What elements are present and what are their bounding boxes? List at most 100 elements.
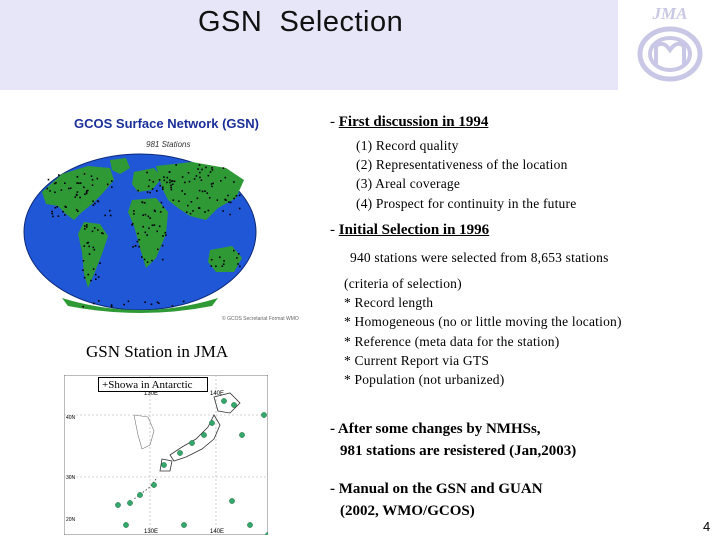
station-dot [215, 265, 217, 268]
station-dot [144, 301, 146, 303]
land-north-america [42, 166, 114, 220]
station-dot [64, 205, 66, 208]
jma-station-dot [123, 522, 129, 528]
station-dot [193, 178, 196, 180]
station-dot [133, 213, 135, 215]
manual-line2: (2002, WMO/GCOS) [340, 503, 475, 519]
station-dot [158, 179, 161, 181]
station-dot [91, 179, 94, 181]
station-dot [144, 202, 146, 204]
jma-station-dots [115, 398, 268, 535]
lat-label-30: 30N [66, 475, 76, 481]
station-dot [101, 232, 103, 234]
station-dot [211, 185, 213, 188]
station-dot [235, 195, 238, 197]
station-dot [208, 197, 211, 199]
station-dot [161, 258, 164, 261]
station-dot [91, 230, 94, 233]
station-dot [97, 229, 99, 231]
station-dot [228, 201, 230, 203]
station-dot [162, 188, 164, 190]
station-dot [224, 176, 227, 179]
station-dot [187, 172, 190, 174]
station-dot [204, 211, 206, 213]
station-dot [64, 182, 66, 184]
criteria-5: * Current Report via GTS [344, 353, 490, 368]
station-dot [99, 262, 101, 264]
station-dot [192, 210, 194, 212]
station-dot [147, 185, 150, 188]
land-greenland [110, 158, 130, 174]
jma-station-dot [181, 522, 187, 528]
station-dot [216, 199, 219, 201]
station-dot [82, 269, 84, 271]
station-dot [222, 167, 225, 169]
station-dot [102, 232, 104, 235]
page-number: 4 [703, 519, 711, 534]
station-dot [87, 189, 89, 192]
station-dot [210, 258, 213, 261]
station-dot [237, 263, 239, 265]
first-item-1: (1) Record quality [356, 138, 459, 153]
station-dot [185, 211, 188, 213]
after-changes-line2: 981 stations are resistered (Jan,2003) [340, 443, 577, 459]
station-dot [238, 194, 241, 197]
station-dot [201, 190, 204, 193]
station-dot [227, 194, 229, 197]
jma-station-dot [189, 440, 195, 446]
station-dot [82, 260, 85, 262]
station-dot [134, 244, 137, 247]
jma-logo-emblem [637, 26, 703, 82]
station-dot [224, 198, 226, 201]
lon-label-140-bottom: 140E [210, 529, 224, 535]
station-dot [153, 224, 156, 226]
heading-initial-selection: - Initial Selection in 1996 [330, 222, 490, 238]
jma-station-dot [239, 432, 245, 438]
station-dot [91, 184, 94, 186]
station-dot [76, 182, 78, 184]
station-dot [144, 213, 147, 216]
criteria-2: * Record length [344, 295, 434, 310]
station-dot [199, 176, 201, 179]
station-dot [52, 215, 54, 218]
slide-title: GSN Selection [198, 6, 404, 38]
station-dot [96, 200, 99, 202]
station-dot [62, 210, 64, 213]
station-dot [84, 228, 86, 230]
station-dot [143, 258, 146, 261]
station-dot [197, 168, 199, 170]
station-dot [106, 183, 109, 186]
station-dot [198, 207, 201, 209]
station-dot [123, 303, 125, 306]
station-dot [233, 249, 235, 252]
station-dot [190, 201, 193, 203]
lon-label-140: 140E [210, 391, 224, 397]
station-dot [163, 176, 165, 178]
station-dot [77, 210, 79, 212]
station-dot [170, 184, 172, 187]
jma-station-dot [247, 522, 253, 528]
station-dot [138, 245, 140, 248]
station-dot [151, 259, 153, 262]
station-dot [222, 210, 224, 212]
japan-honshu [169, 414, 221, 462]
station-dot [95, 278, 97, 280]
station-dot [146, 261, 149, 263]
station-dot [85, 192, 88, 195]
manual-line1: - Manual on the GSN and GUAN [330, 481, 543, 497]
station-dot [156, 190, 158, 192]
station-dot [110, 304, 113, 306]
station-dot [86, 224, 88, 226]
station-dot [146, 191, 149, 193]
station-dot [164, 231, 167, 234]
station-dot [92, 204, 95, 206]
station-dot [150, 303, 153, 306]
jma-logo-text: JMA [652, 4, 688, 23]
station-dot [56, 206, 58, 208]
station-dot [111, 186, 113, 188]
station-dot [171, 305, 174, 307]
station-dot [184, 193, 186, 195]
station-dot [207, 209, 210, 212]
jma-logo: JMA [628, 4, 712, 86]
station-dot [83, 245, 86, 247]
